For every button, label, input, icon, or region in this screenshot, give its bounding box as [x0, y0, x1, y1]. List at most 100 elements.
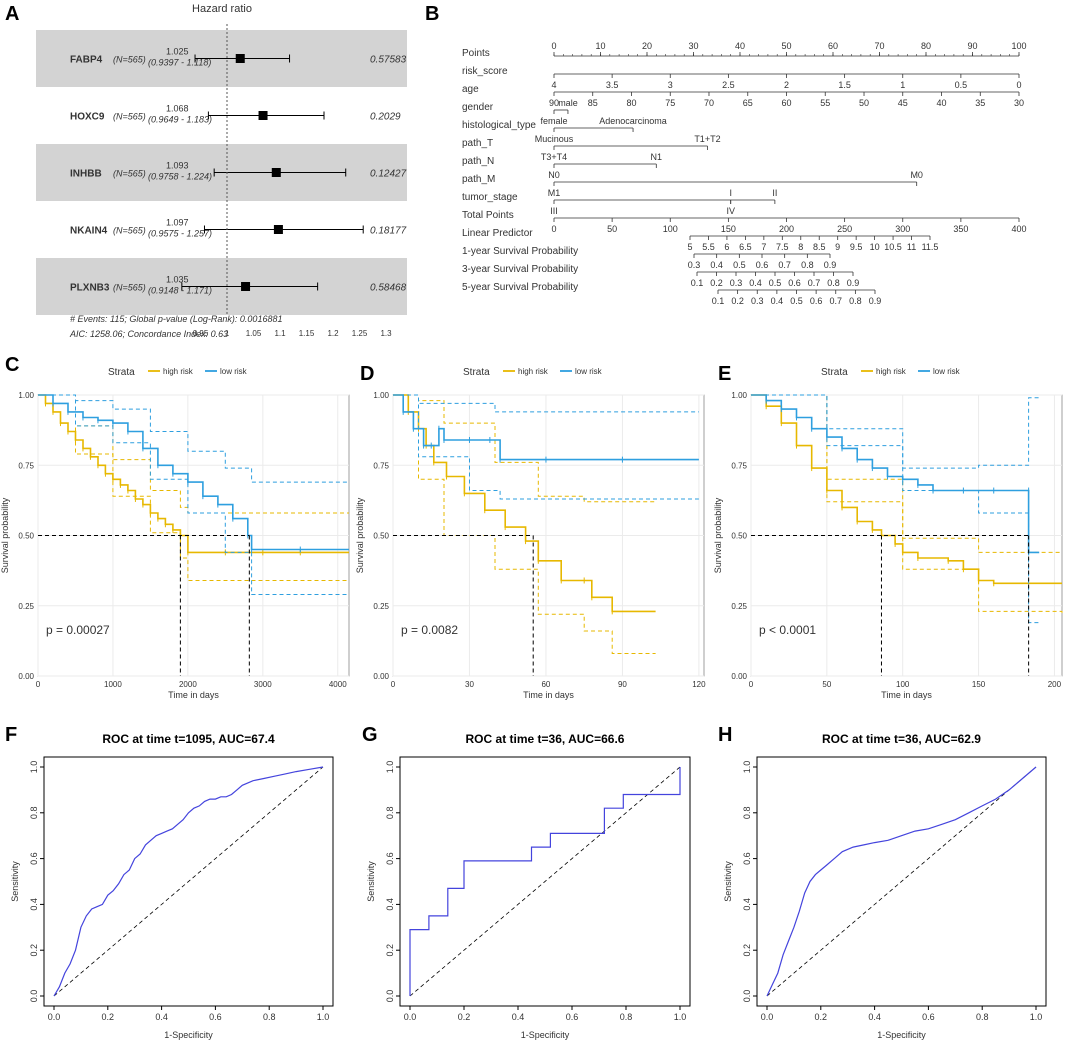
y-tick-label: 1.00: [18, 391, 34, 400]
x-tick-label: 150: [972, 680, 986, 689]
y-tick-label: 0.0: [385, 990, 395, 1003]
nomogram-row-label: histological_type: [462, 120, 536, 131]
nomogram-tick-label: 300: [895, 224, 910, 234]
nomogram-tick-label: 0.2: [731, 296, 744, 306]
x-tick-label: 1.0: [317, 1012, 330, 1022]
nomogram-tick-label: 150: [721, 224, 736, 234]
roc-curve: [53, 766, 324, 997]
x-tick-label: 1: [225, 329, 230, 338]
panel-label-a: A: [5, 3, 19, 25]
x-tick-label: 200: [1048, 680, 1062, 689]
x-tick-label: 0.0: [404, 1012, 417, 1022]
nomogram-tick-label: 30: [688, 41, 698, 51]
ci-text: (0.9758 - 1.224): [148, 172, 212, 182]
roc-title: ROC at time t=36, AUC=66.6: [466, 732, 625, 746]
x-tick-label: 1000: [104, 680, 122, 689]
x-tick-label: 30: [465, 680, 474, 689]
km-plot-c: Strata high risk low risk 0 1000 2000 3000 4000…: [0, 367, 350, 700]
x-tick-label: 1.0: [674, 1012, 687, 1022]
p-value-label: p = 0.0082: [401, 623, 458, 637]
x-tick-label: 2000: [179, 680, 197, 689]
nomogram-tick-label: 350: [953, 224, 968, 234]
nomogram-tick-label: 7.5: [776, 242, 789, 252]
nomogram-tick-label: 7: [761, 242, 766, 252]
plot-frame: [756, 756, 1047, 1007]
ci-lower-high-risk: [751, 394, 1063, 615]
nomogram-row-label: 5-year Survival Probability: [462, 282, 578, 293]
hr-point: [235, 54, 245, 63]
roc-curve: [409, 767, 681, 996]
nomogram-tick-label: 4: [551, 80, 556, 90]
roc-plot-f: ROC at time t=1095, AUC=67.4 0.0 0.0 0.2 0.2…: [10, 732, 334, 1040]
nomogram-tick-label: 60: [828, 41, 838, 51]
p-value: 0.2029: [370, 112, 401, 123]
nomogram-tick-label: 0.3: [730, 278, 743, 288]
nomogram-tick-label: 80: [921, 41, 931, 51]
nomogram-tick-label: 200: [779, 224, 794, 234]
nomogram-tick-label: 8: [798, 242, 803, 252]
ci-lower-high-risk: [393, 394, 656, 654]
nomogram-tick-label: 1.5: [838, 80, 851, 90]
nomogram-tick-label: 0.5: [790, 296, 803, 306]
nomogram-tick-label: 6: [724, 242, 729, 252]
hr-point: [271, 168, 281, 177]
nomogram-tick-label: N1: [651, 152, 663, 162]
y-tick-label: 0.6: [742, 852, 752, 865]
y-tick-label: 0.75: [18, 461, 34, 470]
nomogram-tick-label: 3.5: [606, 80, 619, 90]
y-tick-label: 0.8: [29, 807, 39, 820]
nomogram-tick-label: 20: [642, 41, 652, 51]
nomogram-tick-label: IV: [726, 206, 735, 216]
nomogram-tick-label: M0: [910, 170, 923, 180]
legend-label-low-risk: low risk: [220, 367, 248, 376]
nomogram-tick-label: 10: [870, 242, 880, 252]
nomogram-tick-label: 0.7: [829, 296, 842, 306]
x-axis-label: Time in days: [523, 690, 574, 700]
y-axis-label: Survival probability: [713, 497, 723, 573]
legend-title: Strata: [108, 367, 135, 378]
hr-value: 1.035: [166, 275, 189, 285]
legend-label-high-risk: high risk: [518, 367, 549, 376]
nomogram-tick-label: 2.5: [722, 80, 735, 90]
nomogram-tick-label: 0.8: [849, 296, 862, 306]
nomogram-row-label: tumor_stage: [462, 192, 518, 203]
x-tick-label: 0.4: [155, 1012, 168, 1022]
nomogram-tick-label: 0.7: [778, 260, 791, 270]
nomogram-tick-label: 40: [936, 98, 946, 108]
x-tick-label: 0: [36, 680, 41, 689]
p-value: 0.57583: [370, 55, 407, 66]
nomogram-tick-label: 1: [900, 80, 905, 90]
nomogram-tick-label: 0.2: [710, 278, 723, 288]
hr-value: 1.097: [166, 218, 189, 228]
y-tick-label: 0.4: [385, 898, 395, 911]
nomogram-tick-label: 0.6: [810, 296, 823, 306]
nomogram-tick-label: 30: [1014, 98, 1024, 108]
x-tick-label: 0.0: [48, 1012, 61, 1022]
ci-text: (0.9397 - 1.118): [148, 58, 211, 68]
nomogram-tick-label: 0.7: [808, 278, 821, 288]
diagonal-reference: [409, 766, 681, 997]
panel-label-h: H: [718, 724, 732, 746]
x-tick-label: 1.05: [246, 329, 262, 338]
x-tick-label: 0.0: [761, 1012, 774, 1022]
hr-point: [273, 225, 283, 234]
x-tick-label: 3000: [254, 680, 272, 689]
plot-frame: [399, 756, 691, 1007]
hr-value: 1.093: [166, 161, 189, 171]
nomogram-tick-label: 0.4: [749, 278, 762, 288]
nomogram-tick-label: 45: [898, 98, 908, 108]
nomogram-tick-label: 400: [1011, 224, 1026, 234]
forest-plot: Hazard ratio FABP4 (N=565) 1.025(0.9397 - 1…: [36, 3, 407, 339]
p-value-label: p < 0.0001: [759, 623, 816, 637]
nomogram-tick-label: 50: [859, 98, 869, 108]
y-tick-label: 0.50: [18, 532, 34, 541]
nomogram-row-label: 3-year Survival Probability: [462, 264, 578, 275]
x-tick-label: 90: [618, 680, 627, 689]
nomogram-row-label: Total Points: [462, 210, 514, 221]
km-plot-e: Strata high risk low risk 0 50 100 150 200 0.00 0…: [713, 367, 1063, 700]
nomogram-tick-label: 0.3: [688, 260, 701, 270]
nomogram-tick-label: 100: [663, 224, 678, 234]
sample-size: (N=565): [113, 226, 146, 236]
